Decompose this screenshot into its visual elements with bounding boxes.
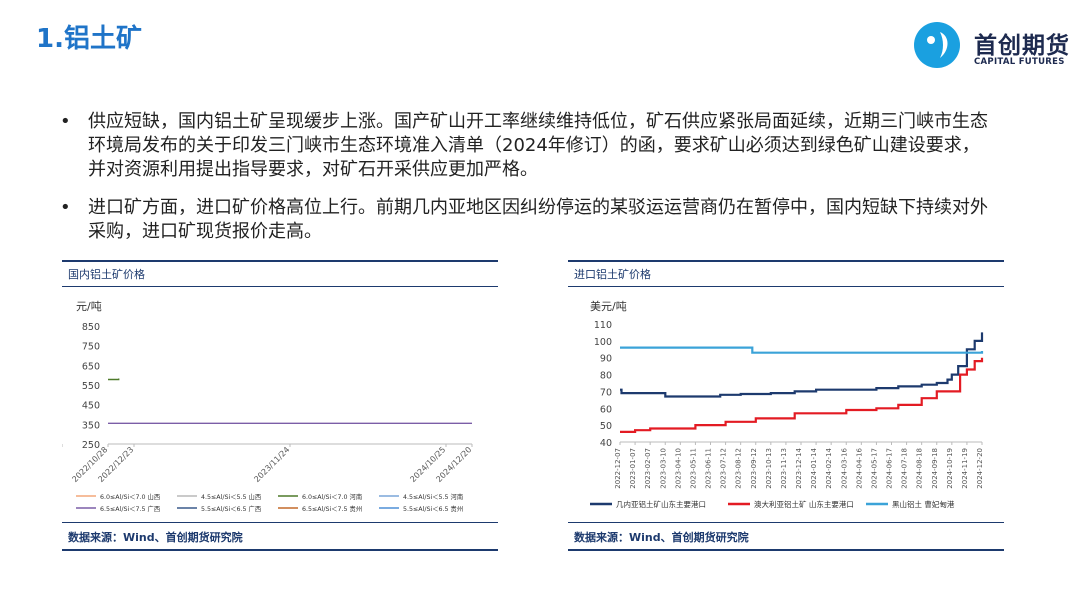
y-tick-label: 80: [600, 371, 612, 382]
x-tick-label: 2024-06-17: [886, 448, 894, 489]
x-tick-label: 2023-03-10: [659, 448, 667, 489]
bullet-item: • 进口矿方面，进口矿价格高位上行。前期几内亚地区因纠纷停运的某驳运运营商仍在暂…: [60, 196, 990, 244]
series-line: [620, 332, 984, 398]
legend-label: 6.0≤Al/Si＜7.0 河南: [302, 492, 362, 501]
company-logo: 首创期货 CAPITAL FUTURES: [912, 20, 1072, 70]
bullet-dot-icon: •: [60, 197, 71, 218]
x-tick-label: 2023-11-13: [780, 448, 788, 489]
x-tick-label: 2024-02-14: [825, 447, 833, 488]
page-title: 1.铝土矿: [36, 24, 142, 54]
x-tick-label: 2024-09-18: [931, 448, 939, 489]
y-tick-label: 50: [600, 421, 612, 432]
legend-label: 5.5≤Al/Si＜6.5 广西: [201, 504, 261, 513]
y-tick-label: 250: [82, 440, 100, 451]
import-price-panel: 进口铝土矿价格 美元/吨 110 100 90 80 70 60 50 40 2022-12-07…: [568, 260, 1004, 551]
y-tick-label: 110: [594, 320, 612, 331]
legend-label: 6.5≤Al/Si＜7.5 贵州: [302, 504, 362, 513]
y-tick-label: 40: [600, 438, 612, 449]
x-tick-label: 2023-04-10: [674, 448, 682, 489]
panel-header: 国内铝土矿价格: [62, 260, 498, 287]
series-line: [620, 346, 984, 354]
legend-label: 6.0≤Al/Si＜7.0 山西: [100, 492, 160, 501]
legend-label: 5.5≤Al/Si＜6.5 贵州: [403, 504, 463, 513]
x-tick-label: 2023-07-12: [720, 448, 728, 489]
x-tick-label: 2023-05-11: [689, 448, 697, 489]
x-tick-label: 2024-12-20: [976, 448, 984, 489]
bullet-text: 供应短缺，国内铝土矿呈现缓步上涨。国产矿山开工率继续维持低位，矿石供应紧张局面延…: [88, 111, 988, 180]
panel-footer: 数据来源：Wind、首创期货研究院: [568, 522, 1004, 551]
y-tick-label: 100: [594, 337, 612, 348]
legend-label: 4.5≤Al/Si＜5.5 山西: [201, 492, 261, 501]
x-tick-label: 2023-01-07: [629, 448, 637, 489]
panel-title: 进口铝土矿价格: [574, 268, 651, 281]
legend-label: 澳大利亚铝土矿 山东主要港口: [754, 499, 854, 509]
x-tick-label: 2024-03-16: [840, 447, 848, 488]
x-tick-label: 2024-10-19: [946, 448, 954, 489]
y-tick-label: 550: [82, 381, 100, 392]
y-axis-unit-label: 元/吨: [76, 300, 102, 313]
x-tick-label: 2023-09-12: [750, 448, 758, 489]
x-tick-label: 2023-08-12: [735, 448, 743, 489]
x-tick-label: 2024-04-16: [855, 447, 863, 488]
bullet-text: 进口矿方面，进口矿价格高位上行。前期几内亚地区因纠纷停运的某驳运运营商仍在暂停中…: [88, 197, 988, 242]
x-tick-label: 2023-06-11: [705, 448, 713, 489]
legend-label: 6.5≤Al/Si＜7.5 广西: [100, 504, 160, 513]
x-tick-label: 2024-01-14: [810, 447, 818, 488]
logo-chinese-text: 首创期货: [974, 33, 1070, 59]
y-tick-label: 450: [82, 401, 100, 412]
y-tick-label: 650: [82, 361, 100, 372]
bullet-dot-icon: •: [60, 111, 71, 132]
y-tick-label: 90: [600, 354, 612, 365]
y-axis-unit-label: 美元/吨: [590, 300, 627, 313]
bullet-item: • 供应短缺，国内铝土矿呈现缓步上涨。国产矿山开工率继续维持低位，矿石供应紧张局…: [60, 110, 990, 182]
x-tick-label: 2024-11-19: [961, 448, 969, 489]
x-tick-label: 2023-10-13: [765, 448, 773, 489]
x-tick-label: 2024-05-17: [870, 448, 878, 489]
panel-footer: 数据来源：Wind、首创期货研究院: [62, 522, 498, 551]
x-tick-label: 2023/11/24: [252, 445, 291, 484]
panel-header: 进口铝土矿价格: [568, 260, 1004, 287]
data-source-label: 数据来源：Wind、首创期货研究院: [574, 531, 749, 544]
bullet-list: • 供应短缺，国内铝土矿呈现缓步上涨。国产矿山开工率继续维持低位，矿石供应紧张局…: [60, 110, 990, 258]
domestic-price-chart: 元/吨8507506505504503502502022/10/282022/1…: [62, 300, 473, 513]
x-tick-label: 2024-07-18: [901, 448, 909, 489]
legend-label: 几内亚铝土矿山东主要港口: [616, 499, 706, 509]
panel-title: 国内铝土矿价格: [68, 268, 145, 281]
y-tick-label: 70: [600, 387, 612, 398]
x-tick-label: 2023-12-14: [795, 447, 803, 488]
series-line: [108, 378, 120, 381]
legend-label: 4.5≤Al/Si＜5.5 河南: [403, 492, 463, 501]
logo-mark-icon: [914, 22, 960, 68]
series-line: [620, 357, 984, 433]
y-tick-label: 350: [82, 420, 100, 431]
legend-label: 黑山铝土 曹妃甸港: [892, 499, 955, 509]
x-tick-label: 2022-12-07: [614, 448, 622, 489]
x-tick-label: 2024-08-18: [916, 448, 924, 489]
logo-english-text: CAPITAL FUTURES: [974, 57, 1065, 67]
y-tick-label: 60: [600, 404, 612, 415]
y-tick-label: 850: [82, 322, 100, 333]
domestic-price-panel: 国内铝土矿价格 元/吨 850 750 650 550 450 350 250 2022/10/…: [62, 260, 498, 551]
y-tick-label: 750: [82, 342, 100, 353]
data-source-label: 数据来源：Wind、首创期货研究院: [68, 531, 243, 544]
x-tick-label: 2023-02-07: [644, 448, 652, 489]
